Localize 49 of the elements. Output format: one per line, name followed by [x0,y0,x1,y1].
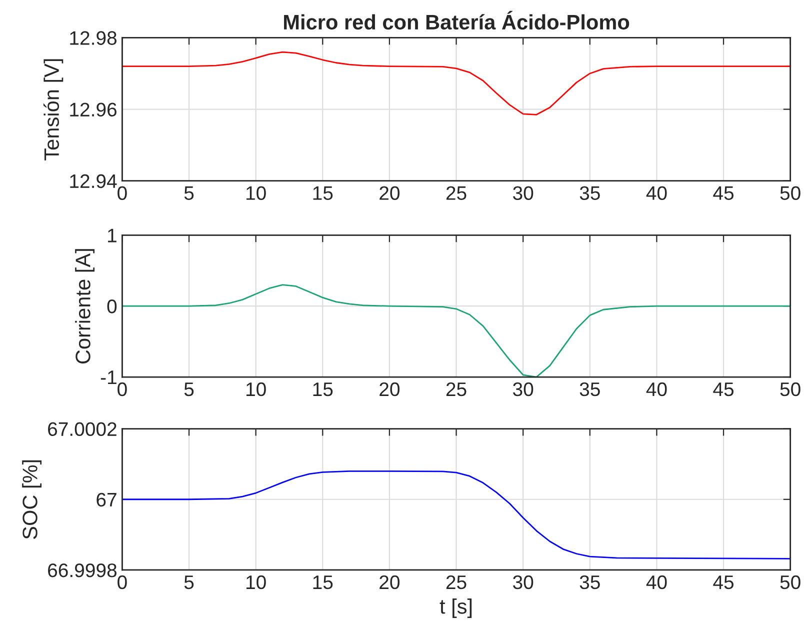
x-tick-label: 50 [780,382,800,396]
x-tick-label: 5 [184,382,194,396]
x-tick-label: 35 [580,382,600,396]
line-series [122,51,790,116]
y-axis-title: Corriente [A] [75,249,95,364]
y-axis-title: SOC [%] [22,460,42,539]
y-tick-label: 12.94 [70,174,117,188]
x-tick-label: 20 [380,575,400,590]
x-tick-label: 30 [513,186,534,200]
x-tick-label: 10 [246,382,266,396]
x-tick-label: 10 [246,575,266,590]
x-tick-label: 20 [380,382,400,396]
x-tick-label: 15 [313,382,333,396]
x-tick-label: 5 [184,186,194,200]
line-series [122,470,790,560]
y-tick-label: 67.0002 [48,422,116,436]
x-tick-label: 0 [118,575,127,590]
x-tick-label: 45 [713,186,734,200]
y-tick-label: 0 [107,300,117,314]
x-tick-label: 15 [313,186,333,200]
y-tick-label: 66.9998 [48,563,117,578]
x-tick-label: 35 [580,575,600,590]
x-tick-label: 30 [513,575,534,590]
x-tick-label: 25 [446,575,466,590]
x-tick-label: 25 [446,186,466,200]
x-tick-label: 30 [513,382,534,396]
x-tick-label: 40 [646,382,667,396]
x-tick-label: 35 [580,186,600,200]
y-tick-label: -1 [100,370,116,384]
x-tick-label: 10 [246,186,266,200]
chart-title: Micro red con Batería Ácido-Plomo [284,10,630,30]
y-tick-label: 67 [96,492,116,507]
x-axis-title: t [s] [440,598,472,618]
y-tick-label: 12.96 [70,102,116,117]
x-tick-label: 40 [646,186,667,200]
x-tick-label: 5 [184,576,194,590]
x-tick-label: 40 [646,575,667,590]
x-tick-label: 0 [118,382,127,396]
x-tick-label: 0 [118,186,127,200]
x-tick-label: 50 [780,575,800,590]
x-tick-label: 45 [713,382,734,396]
x-tick-label: 15 [313,576,333,590]
x-tick-label: 25 [446,382,466,396]
y-tick-label: 1 [108,228,116,242]
y-tick-label: 12.98 [70,31,117,45]
x-tick-label: 45 [713,576,734,590]
y-axis-title: Tensión [V] [43,59,64,160]
x-tick-label: 50 [780,186,800,200]
x-tick-label: 20 [380,186,400,200]
